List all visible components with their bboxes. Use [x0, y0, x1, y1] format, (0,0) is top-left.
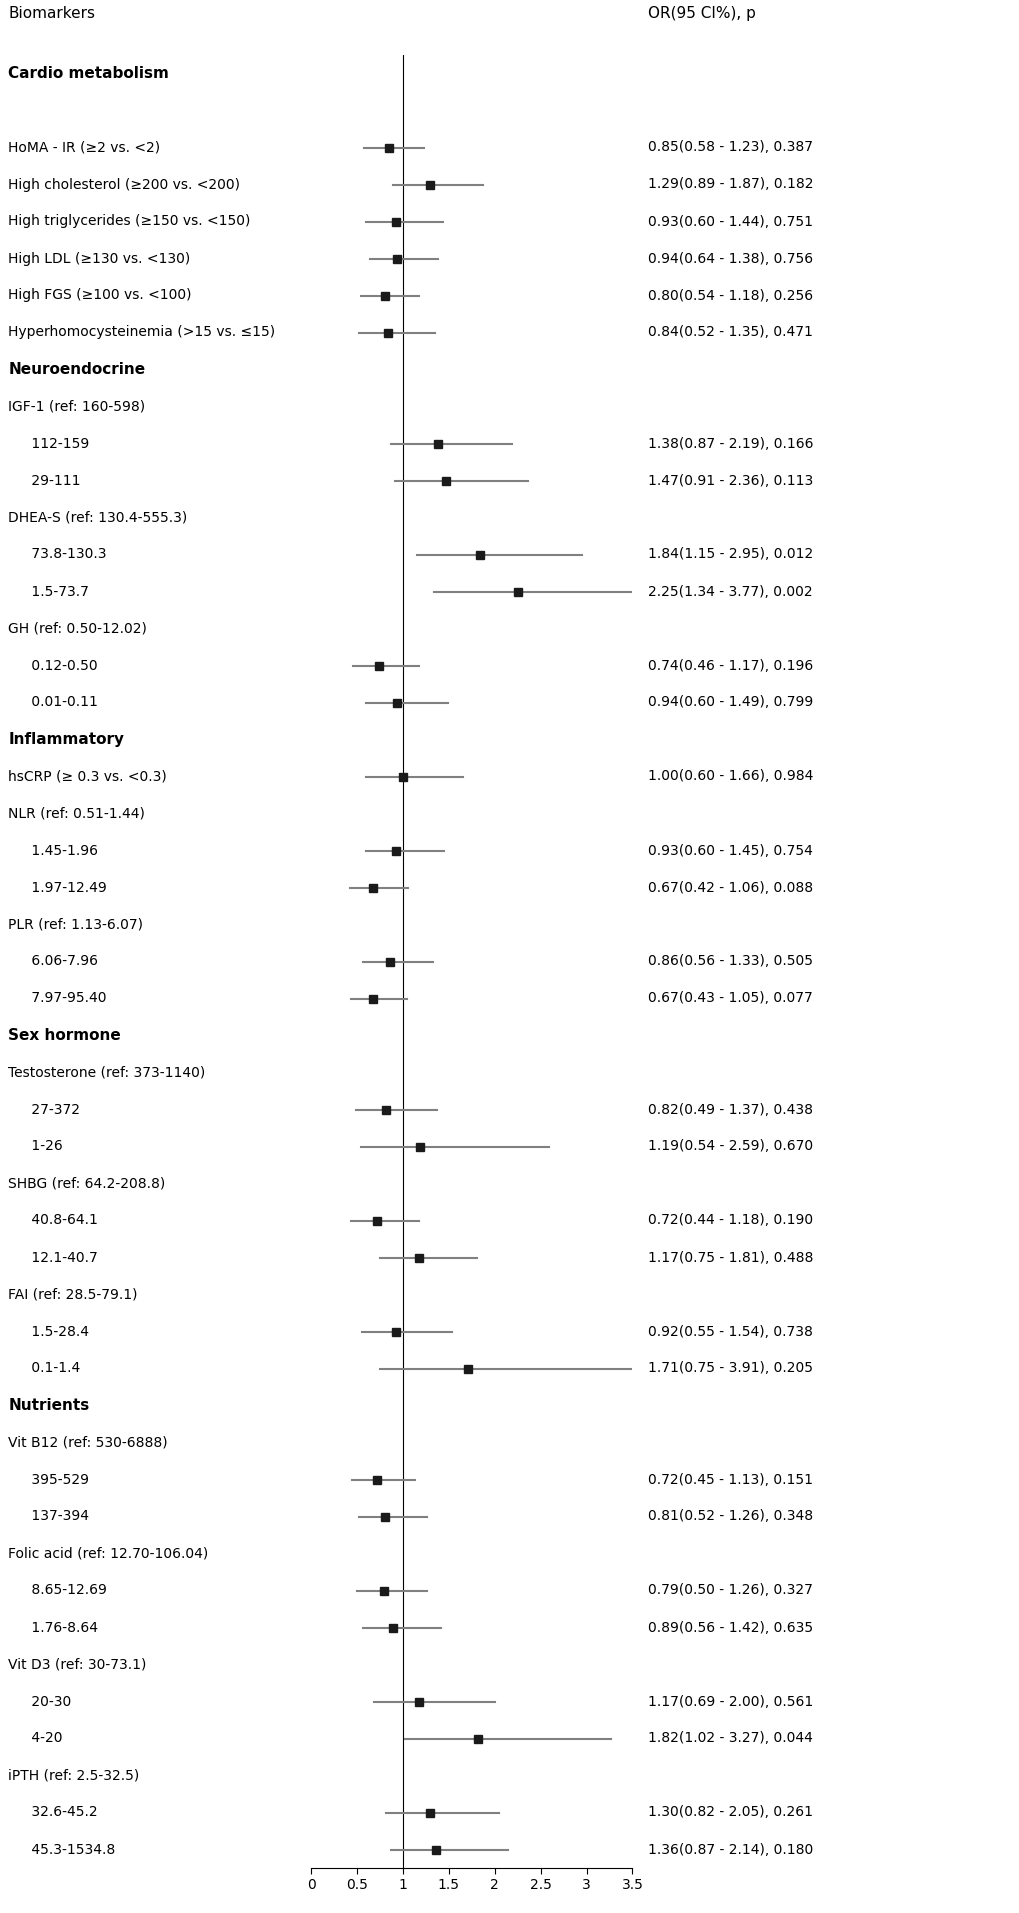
Text: 0.12-0.50: 0.12-0.50 — [26, 658, 97, 673]
Text: 1.47(0.91 - 2.36), 0.113: 1.47(0.91 - 2.36), 0.113 — [647, 474, 812, 488]
Text: 29-111: 29-111 — [26, 474, 79, 488]
Text: 1.00(0.60 - 1.66), 0.984: 1.00(0.60 - 1.66), 0.984 — [647, 769, 812, 784]
Text: 1-26: 1-26 — [26, 1140, 62, 1154]
Text: Neuroendocrine: Neuroendocrine — [8, 362, 145, 377]
Text: 1.76-8.64: 1.76-8.64 — [26, 1620, 98, 1634]
Text: GH (ref: 0.50-12.02): GH (ref: 0.50-12.02) — [8, 622, 147, 635]
Text: 8.65-12.69: 8.65-12.69 — [26, 1584, 106, 1597]
Text: 0.94(0.64 - 1.38), 0.756: 0.94(0.64 - 1.38), 0.756 — [647, 251, 812, 266]
Text: Cardio metabolism: Cardio metabolism — [8, 67, 169, 80]
Text: 1.36(0.87 - 2.14), 0.180: 1.36(0.87 - 2.14), 0.180 — [647, 1842, 812, 1856]
Text: FAI (ref: 28.5-79.1): FAI (ref: 28.5-79.1) — [8, 1287, 138, 1301]
Text: Hyperhomocysteinemia (>15 vs. ≤15): Hyperhomocysteinemia (>15 vs. ≤15) — [8, 325, 275, 339]
Text: 40.8-64.1: 40.8-64.1 — [26, 1213, 97, 1228]
Text: Inflammatory: Inflammatory — [8, 733, 124, 746]
Text: 32.6-45.2: 32.6-45.2 — [26, 1806, 97, 1819]
Text: 1.30(0.82 - 2.05), 0.261: 1.30(0.82 - 2.05), 0.261 — [647, 1806, 812, 1819]
Text: High FGS (≥100 vs. <100): High FGS (≥100 vs. <100) — [8, 289, 192, 302]
Text: 1.5-28.4: 1.5-28.4 — [26, 1324, 89, 1339]
Text: 4-20: 4-20 — [26, 1731, 62, 1745]
Text: NLR (ref: 0.51-1.44): NLR (ref: 0.51-1.44) — [8, 807, 145, 821]
Text: 73.8-130.3: 73.8-130.3 — [26, 547, 106, 562]
Text: Biomarkers: Biomarkers — [8, 6, 95, 21]
Text: SHBG (ref: 64.2-208.8): SHBG (ref: 64.2-208.8) — [8, 1176, 165, 1190]
Text: 0.92(0.55 - 1.54), 0.738: 0.92(0.55 - 1.54), 0.738 — [647, 1324, 812, 1339]
Text: 45.3-1534.8: 45.3-1534.8 — [26, 1842, 115, 1856]
Text: 27-372: 27-372 — [26, 1102, 79, 1117]
Text: 0.93(0.60 - 1.44), 0.751: 0.93(0.60 - 1.44), 0.751 — [647, 214, 812, 228]
Text: Folic acid (ref: 12.70-106.04): Folic acid (ref: 12.70-106.04) — [8, 1546, 208, 1561]
Text: 0.85(0.58 - 1.23), 0.387: 0.85(0.58 - 1.23), 0.387 — [647, 140, 812, 155]
Text: DHEA-S (ref: 130.4-555.3): DHEA-S (ref: 130.4-555.3) — [8, 511, 187, 524]
Text: 1.19(0.54 - 2.59), 0.670: 1.19(0.54 - 2.59), 0.670 — [647, 1140, 812, 1154]
Text: 1.29(0.89 - 1.87), 0.182: 1.29(0.89 - 1.87), 0.182 — [647, 178, 812, 191]
Text: 0.84(0.52 - 1.35), 0.471: 0.84(0.52 - 1.35), 0.471 — [647, 325, 812, 339]
Text: 1.71(0.75 - 3.91), 0.205: 1.71(0.75 - 3.91), 0.205 — [647, 1362, 812, 1375]
Text: 0.1-1.4: 0.1-1.4 — [26, 1362, 79, 1375]
Text: 1.38(0.87 - 2.19), 0.166: 1.38(0.87 - 2.19), 0.166 — [647, 436, 812, 450]
Text: Sex hormone: Sex hormone — [8, 1027, 121, 1043]
Text: 1.5-73.7: 1.5-73.7 — [26, 585, 89, 599]
Text: 1.17(0.69 - 2.00), 0.561: 1.17(0.69 - 2.00), 0.561 — [647, 1695, 812, 1708]
Text: IGF-1 (ref: 160-598): IGF-1 (ref: 160-598) — [8, 400, 145, 413]
Text: 20-30: 20-30 — [26, 1695, 70, 1708]
Text: 0.79(0.50 - 1.26), 0.327: 0.79(0.50 - 1.26), 0.327 — [647, 1584, 812, 1597]
Text: High triglycerides (≥150 vs. <150): High triglycerides (≥150 vs. <150) — [8, 214, 251, 228]
Text: 1.82(1.02 - 3.27), 0.044: 1.82(1.02 - 3.27), 0.044 — [647, 1731, 812, 1745]
Text: 0.67(0.42 - 1.06), 0.088: 0.67(0.42 - 1.06), 0.088 — [647, 880, 812, 895]
Text: 0.80(0.54 - 1.18), 0.256: 0.80(0.54 - 1.18), 0.256 — [647, 289, 812, 302]
Text: 6.06-7.96: 6.06-7.96 — [26, 955, 98, 968]
Text: 2.25(1.34 - 3.77), 0.002: 2.25(1.34 - 3.77), 0.002 — [647, 585, 811, 599]
Text: hsCRP (≥ 0.3 vs. <0.3): hsCRP (≥ 0.3 vs. <0.3) — [8, 769, 167, 784]
Text: 0.74(0.46 - 1.17), 0.196: 0.74(0.46 - 1.17), 0.196 — [647, 658, 812, 673]
Text: 0.01-0.11: 0.01-0.11 — [26, 696, 97, 710]
Text: 12.1-40.7: 12.1-40.7 — [26, 1251, 97, 1264]
Text: Testosterone (ref: 373-1140): Testosterone (ref: 373-1140) — [8, 1066, 205, 1079]
Text: 1.84(1.15 - 2.95), 0.012: 1.84(1.15 - 2.95), 0.012 — [647, 547, 812, 562]
Text: High LDL (≥130 vs. <130): High LDL (≥130 vs. <130) — [8, 251, 191, 266]
Text: 0.89(0.56 - 1.42), 0.635: 0.89(0.56 - 1.42), 0.635 — [647, 1620, 812, 1634]
Text: 0.67(0.43 - 1.05), 0.077: 0.67(0.43 - 1.05), 0.077 — [647, 991, 812, 1006]
Text: OR(95 CI%), p: OR(95 CI%), p — [647, 6, 755, 21]
Text: 0.72(0.45 - 1.13), 0.151: 0.72(0.45 - 1.13), 0.151 — [647, 1473, 812, 1486]
Text: 0.82(0.49 - 1.37), 0.438: 0.82(0.49 - 1.37), 0.438 — [647, 1102, 812, 1117]
Text: 7.97-95.40: 7.97-95.40 — [26, 991, 106, 1006]
Text: PLR (ref: 1.13-6.07): PLR (ref: 1.13-6.07) — [8, 918, 143, 932]
Text: 0.81(0.52 - 1.26), 0.348: 0.81(0.52 - 1.26), 0.348 — [647, 1509, 812, 1523]
Text: Vit D3 (ref: 30-73.1): Vit D3 (ref: 30-73.1) — [8, 1657, 147, 1672]
Text: 1.45-1.96: 1.45-1.96 — [26, 844, 98, 857]
Text: 395-529: 395-529 — [26, 1473, 89, 1486]
Text: 0.86(0.56 - 1.33), 0.505: 0.86(0.56 - 1.33), 0.505 — [647, 955, 812, 968]
Text: Vit B12 (ref: 530-6888): Vit B12 (ref: 530-6888) — [8, 1435, 167, 1450]
Text: 1.17(0.75 - 1.81), 0.488: 1.17(0.75 - 1.81), 0.488 — [647, 1251, 812, 1264]
Text: High cholesterol (≥200 vs. <200): High cholesterol (≥200 vs. <200) — [8, 178, 239, 191]
Text: 0.93(0.60 - 1.45), 0.754: 0.93(0.60 - 1.45), 0.754 — [647, 844, 812, 857]
Text: 137-394: 137-394 — [26, 1509, 89, 1523]
Text: 112-159: 112-159 — [26, 436, 89, 450]
Text: 0.94(0.60 - 1.49), 0.799: 0.94(0.60 - 1.49), 0.799 — [647, 696, 812, 710]
Text: Nutrients: Nutrients — [8, 1398, 90, 1414]
Text: iPTH (ref: 2.5-32.5): iPTH (ref: 2.5-32.5) — [8, 1768, 140, 1783]
Text: 0.72(0.44 - 1.18), 0.190: 0.72(0.44 - 1.18), 0.190 — [647, 1213, 812, 1228]
Text: HoMA - IR (≥2 vs. <2): HoMA - IR (≥2 vs. <2) — [8, 140, 160, 155]
Text: 1.97-12.49: 1.97-12.49 — [26, 880, 106, 895]
